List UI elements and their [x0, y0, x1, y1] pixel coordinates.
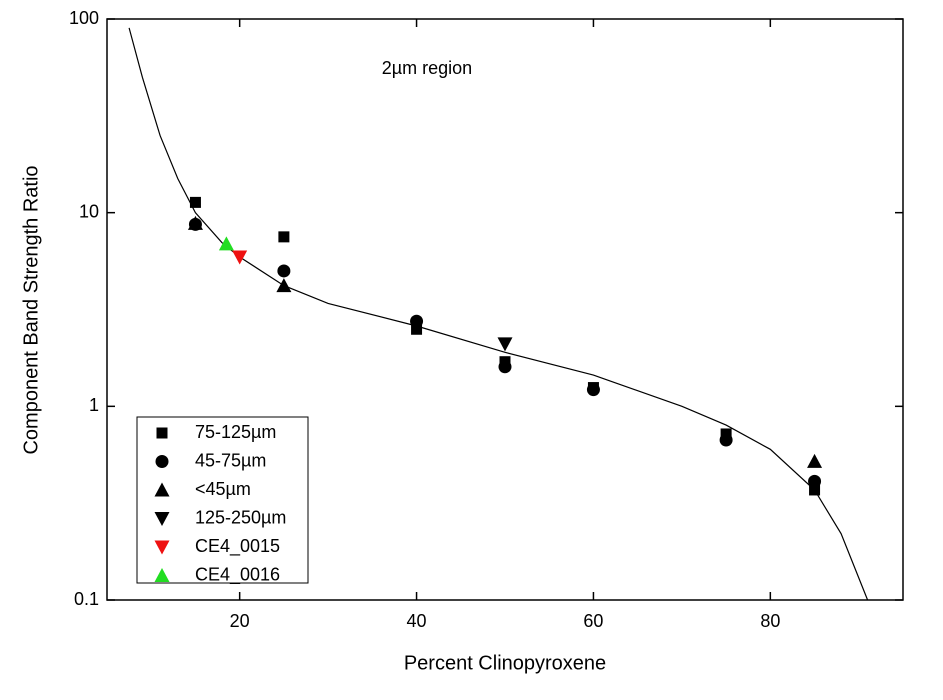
data-point	[719, 433, 733, 447]
x-tick-label: 40	[407, 611, 427, 631]
y-axis-label: Component Band Strength Ratio	[20, 165, 42, 454]
data-point	[586, 383, 600, 397]
data-point	[232, 250, 248, 265]
data-point	[276, 278, 292, 293]
fit-curve	[128, 27, 869, 601]
legend-marker	[156, 427, 168, 439]
legend-marker	[155, 455, 169, 468]
legend-label: <45µm	[195, 479, 251, 499]
data-point	[497, 337, 513, 352]
data-point	[410, 314, 424, 328]
y-tick-label: 0.1	[74, 589, 99, 609]
legend-box	[136, 416, 309, 584]
x-tick-label: 80	[760, 611, 780, 631]
x-axis-label: Percent Clinopyroxene	[404, 652, 606, 674]
legend-marker	[154, 568, 170, 582]
plot-frame	[106, 18, 904, 601]
data-point	[498, 360, 512, 374]
legend-marker	[154, 482, 170, 497]
data-point	[277, 264, 291, 278]
legend-marker	[154, 512, 170, 526]
data-point	[809, 484, 821, 496]
data-point	[808, 474, 822, 488]
y-tick-label: 10	[79, 201, 99, 221]
data-point	[189, 196, 201, 208]
legend-marker	[154, 540, 170, 555]
data-point	[218, 236, 234, 251]
legend-label: 125-250µm	[195, 507, 286, 527]
data-point	[187, 215, 203, 230]
y-tick-label: 100	[69, 8, 99, 28]
legend-label: CE4_0015	[195, 536, 280, 557]
legend-label: 45-75µm	[195, 450, 266, 470]
data-point	[411, 323, 423, 335]
annotation: 2µm region	[382, 58, 472, 78]
legend-label: 75-125µm	[195, 422, 276, 442]
x-tick-label: 20	[230, 611, 250, 631]
legend-label: CE4_0016	[195, 564, 280, 585]
data-point	[807, 453, 823, 468]
x-tick-label: 60	[583, 611, 603, 631]
data-point	[278, 231, 290, 243]
y-tick-label: 1	[89, 395, 99, 415]
